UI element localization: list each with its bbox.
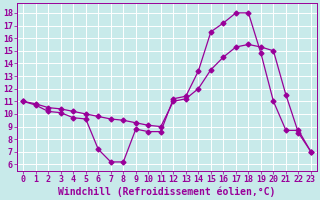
X-axis label: Windchill (Refroidissement éolien,°C): Windchill (Refroidissement éolien,°C) [58,187,276,197]
